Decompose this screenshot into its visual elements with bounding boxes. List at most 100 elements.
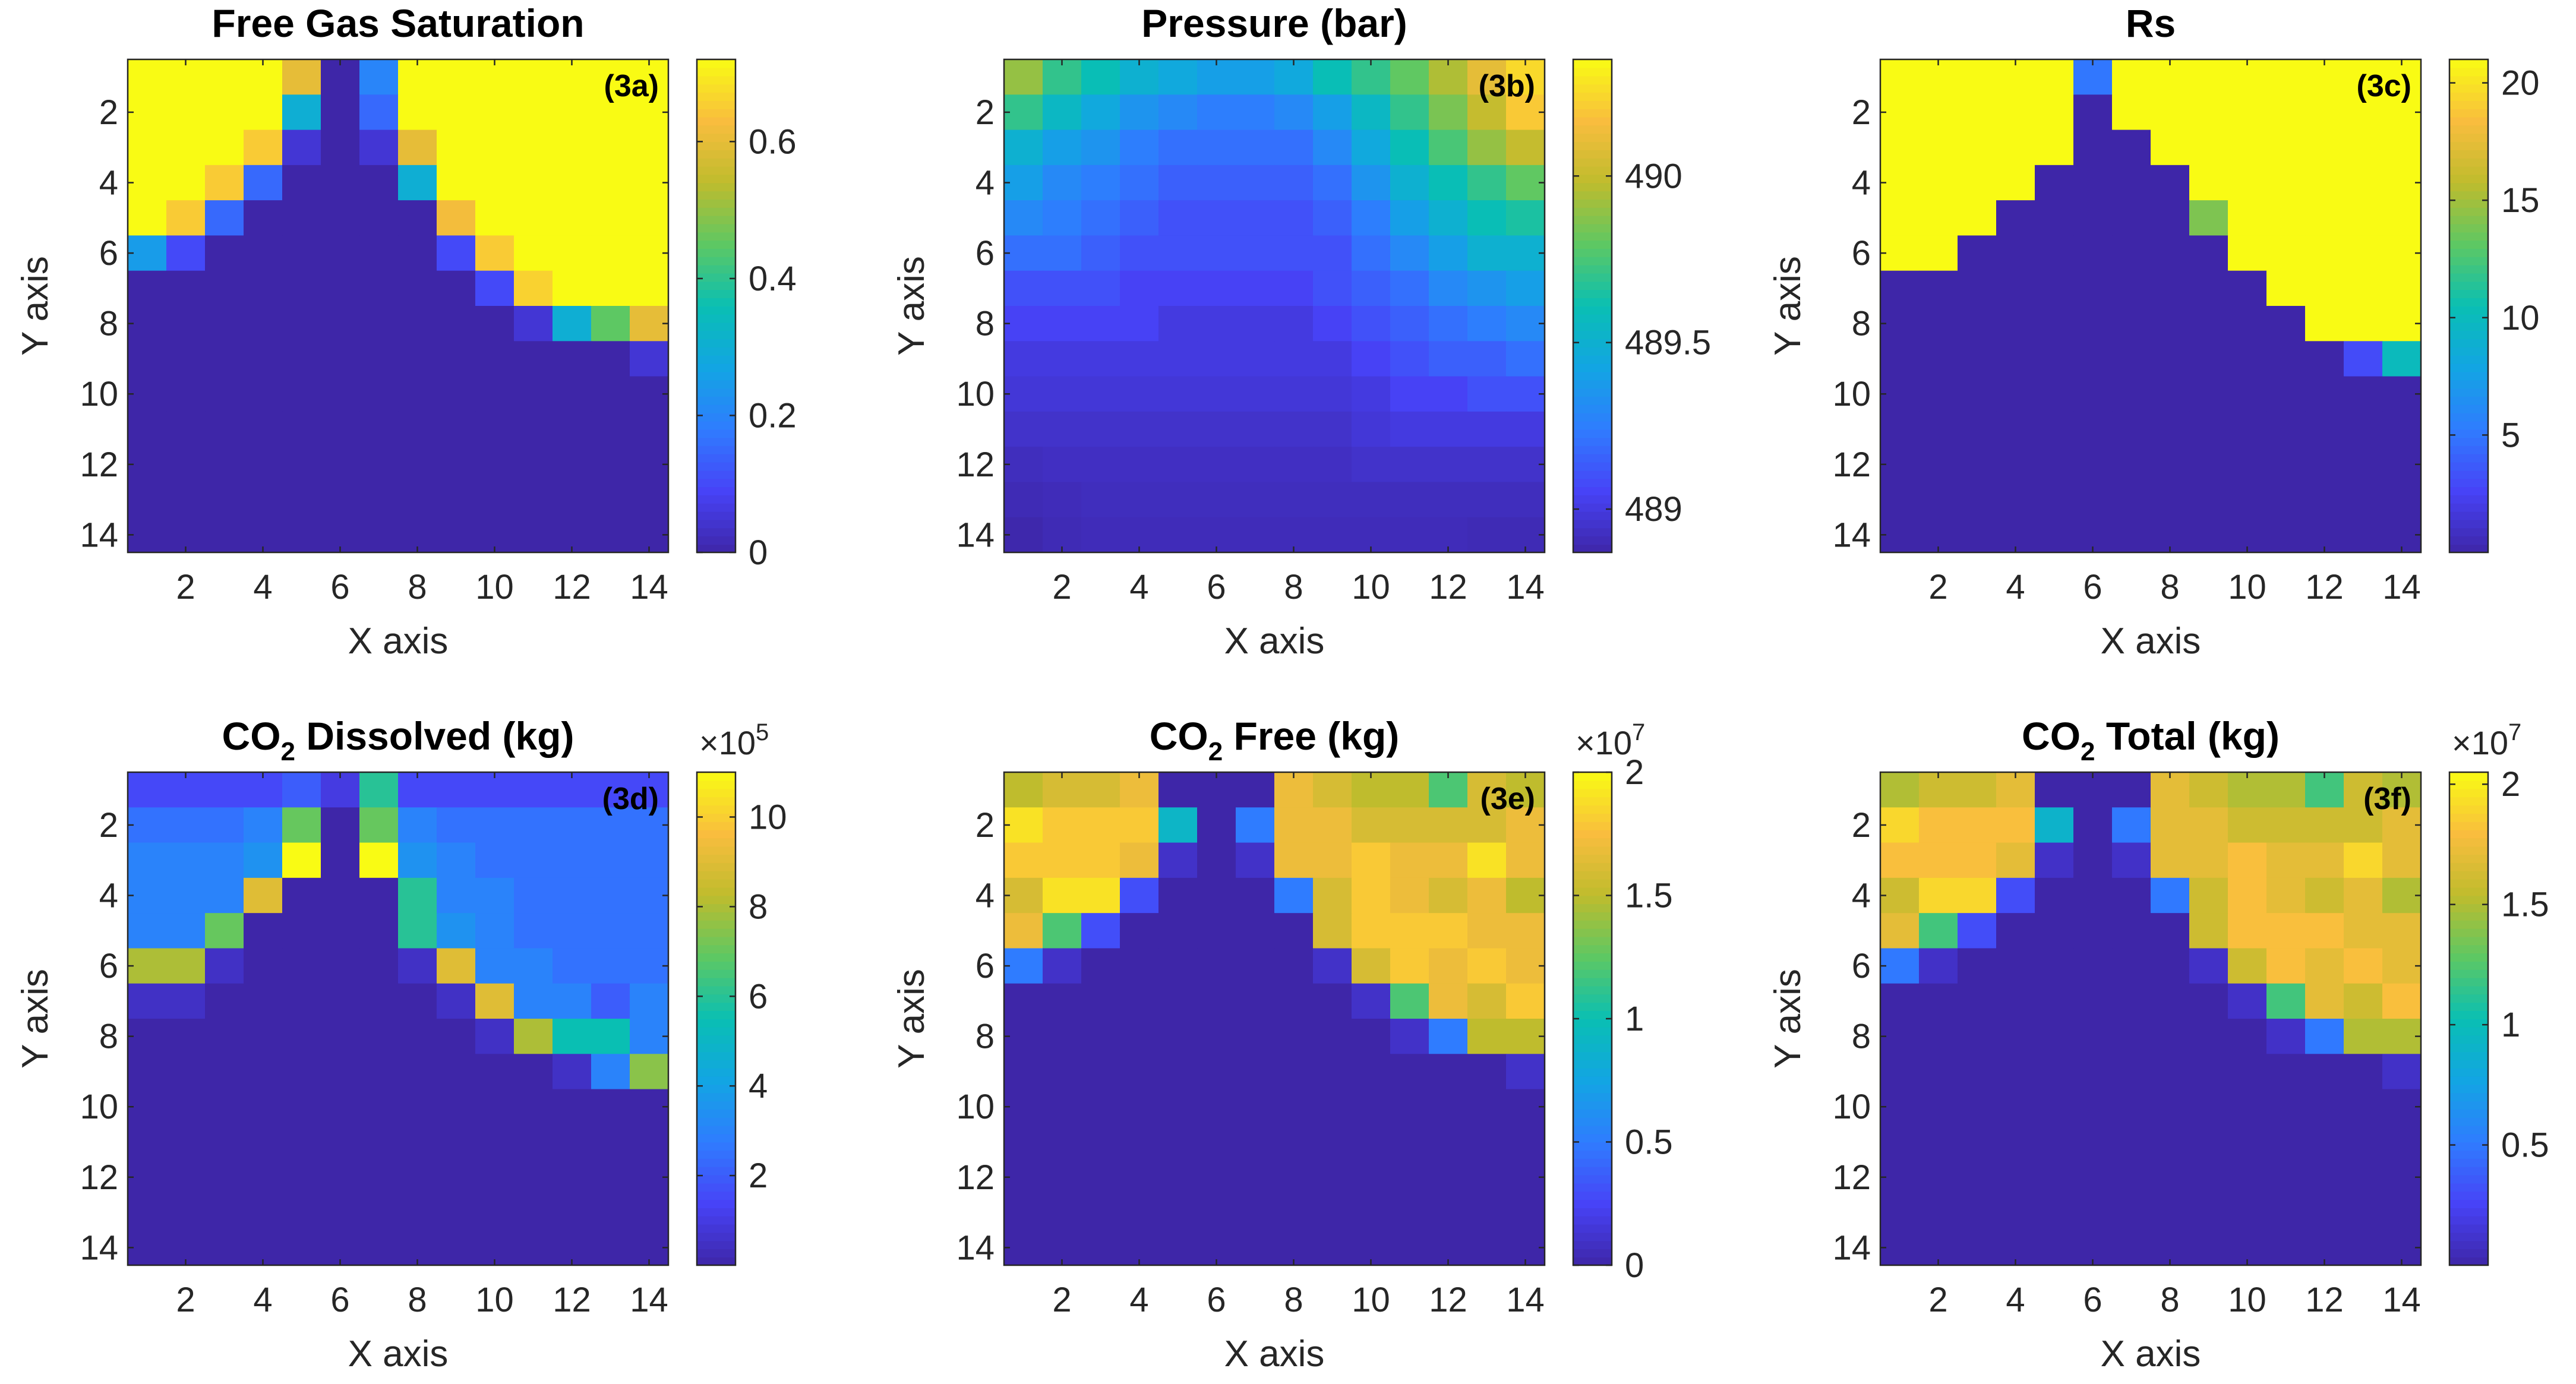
- colorbar-swatch: [697, 462, 735, 471]
- colorbar-swatch: [697, 248, 735, 257]
- heatmap-cell: [128, 447, 167, 483]
- colorbar-swatch: [697, 166, 735, 175]
- heatmap-cell: [2151, 913, 2190, 949]
- heatmap-cell: [2266, 200, 2306, 236]
- heatmap-cell: [2344, 1159, 2383, 1196]
- y-tick-label: 14: [956, 1228, 995, 1267]
- heatmap-cell: [166, 129, 206, 166]
- heatmap-cell: [2266, 948, 2306, 984]
- heatmap-cell: [398, 411, 437, 447]
- heatmap-cell: [1043, 411, 1082, 447]
- heatmap-cell: [1467, 1195, 1507, 1231]
- colorbar-swatch: [697, 887, 735, 896]
- heatmap-cell: [1919, 1195, 1958, 1231]
- heatmap-cell: [2112, 341, 2151, 377]
- heatmap-cell: [2228, 129, 2267, 166]
- heatmap-cell: [166, 1195, 206, 1231]
- colorbar-swatch: [2449, 273, 2488, 282]
- heatmap-cell: [2228, 411, 2267, 447]
- heatmap-cell: [398, 1019, 437, 1054]
- heatmap-cell: [1958, 447, 1997, 483]
- colorbar-swatch: [1573, 412, 1612, 422]
- heatmap-cell: [2073, 235, 2113, 271]
- colorbar-swatch: [1573, 421, 1612, 430]
- heatmap-cell: [2266, 376, 2306, 412]
- heatmap-cell: [2112, 129, 2151, 166]
- heatmap-cell: [1043, 165, 1082, 201]
- heatmap-cell: [282, 165, 321, 201]
- heatmap-cell: [398, 842, 437, 879]
- heatmap-cell: [1506, 983, 1545, 1019]
- heatmap-cell: [2035, 983, 2074, 1019]
- heatmap-cell: [321, 270, 360, 306]
- colorbar-swatch: [1573, 1002, 1612, 1011]
- colorbar-swatch: [1573, 207, 1612, 216]
- heatmap-cell: [1352, 94, 1391, 131]
- heatmap-cell: [244, 1019, 283, 1054]
- colorbar-swatch: [1573, 405, 1612, 413]
- heatmap-cell: [630, 1159, 669, 1196]
- colorbar-swatch: [1573, 838, 1612, 847]
- heatmap-cell: [553, 948, 592, 984]
- colorbar-swatch: [697, 879, 735, 888]
- colorbar-swatch: [2449, 298, 2488, 306]
- colorbar-swatch: [1573, 1117, 1612, 1126]
- heatmap-cell: [1352, 306, 1391, 342]
- colorbar-swatch: [697, 1035, 735, 1044]
- heatmap-cell: [437, 1124, 476, 1160]
- colorbar-swatch: [1573, 846, 1612, 855]
- heatmap-cell: [2035, 94, 2074, 131]
- colorbar-swatch: [697, 503, 735, 512]
- colorbar-swatch: [697, 544, 735, 553]
- heatmap-cell: [398, 948, 437, 984]
- y-axis-label: Y axis: [891, 256, 932, 356]
- colorbar-swatch: [697, 985, 735, 995]
- y-tick-label: 14: [956, 516, 995, 554]
- x-axis-label: X axis: [2101, 621, 2201, 662]
- colorbar-swatch: [697, 478, 735, 488]
- heatmap-cell: [2189, 1159, 2228, 1196]
- heatmap-cell: [1313, 842, 1352, 879]
- heatmap-cell: [553, 842, 592, 879]
- heatmap-cell: [2382, 1054, 2422, 1090]
- heatmap-cell: [282, 1089, 321, 1125]
- heatmap-cell: [475, 94, 514, 131]
- heatmap-cell: [514, 1195, 553, 1231]
- heatmap-cell: [2112, 165, 2151, 201]
- heatmap-cell: [1429, 1195, 1468, 1231]
- heatmap-cell: [591, 411, 630, 447]
- colorbar-swatch: [1573, 125, 1612, 134]
- colorbar-swatch: [2449, 1101, 2488, 1110]
- heatmap-cell: [1880, 165, 1920, 201]
- heatmap-cell: [437, 1089, 476, 1125]
- heatmap-cell: [2151, 376, 2190, 412]
- heatmap-cell: [166, 341, 206, 377]
- heatmap-cell: [591, 1054, 630, 1090]
- heatmap-cell: [244, 306, 283, 342]
- colorbar-tick-label: 0.5: [1625, 1123, 1673, 1162]
- heatmap-cell: [1880, 1019, 1920, 1054]
- heatmap-cell: [166, 306, 206, 342]
- colorbar-swatch: [697, 421, 735, 430]
- heatmap-cell: [1236, 517, 1275, 553]
- colorbar-swatch: [697, 821, 735, 830]
- heatmap-cell: [1313, 200, 1352, 236]
- heatmap-cell: [359, 842, 399, 879]
- heatmap-cell: [1429, 983, 1468, 1019]
- heatmap-cell: [1467, 807, 1507, 843]
- heatmap-cell: [2305, 1054, 2344, 1090]
- colorbar-swatch: [1573, 1183, 1612, 1192]
- colorbar-swatch: [2449, 1035, 2488, 1044]
- x-tick-label: 4: [2006, 568, 2025, 606]
- heatmap-cell: [1081, 948, 1120, 984]
- heatmap-cells: [1880, 772, 2422, 1266]
- plot-frame: [127, 771, 670, 1266]
- heatmap-cell: [1390, 1019, 1429, 1054]
- colorbar-swatch: [2449, 928, 2488, 937]
- colorbar-swatch: [1573, 150, 1612, 159]
- heatmap-cell: [1081, 1124, 1120, 1160]
- heatmap-cell: [553, 807, 592, 843]
- heatmap-cell: [2344, 983, 2383, 1019]
- heatmap-cell: [475, 1019, 514, 1054]
